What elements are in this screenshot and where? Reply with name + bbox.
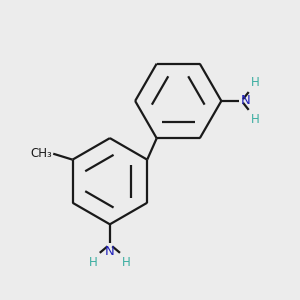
Text: N: N [105,244,115,257]
Text: H: H [250,76,259,89]
Text: CH₃: CH₃ [30,147,52,160]
Text: N: N [241,94,250,107]
Text: H: H [122,256,131,269]
Text: H: H [88,256,98,269]
Text: H: H [250,113,259,126]
